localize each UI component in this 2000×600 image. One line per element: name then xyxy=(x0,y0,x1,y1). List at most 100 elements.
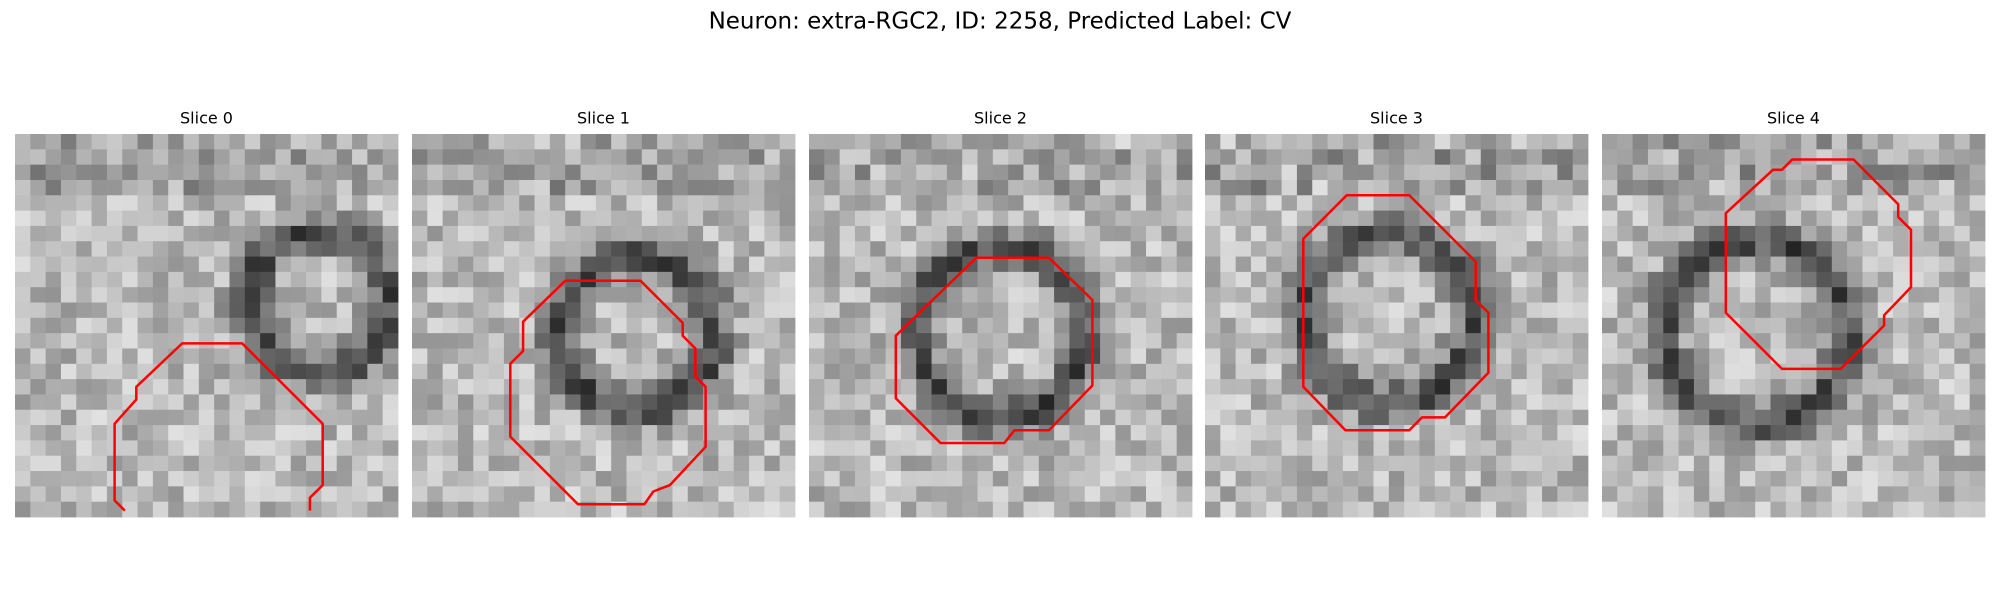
pixel xyxy=(565,287,581,303)
pixel xyxy=(1632,333,1649,349)
pixel xyxy=(824,486,841,503)
pixel xyxy=(1419,486,1436,503)
pixel xyxy=(412,179,428,196)
pixel xyxy=(885,287,902,303)
pixel xyxy=(1542,363,1558,380)
pixel xyxy=(992,241,1009,257)
pixel xyxy=(1862,486,1879,503)
pixel xyxy=(1176,425,1193,441)
pixel xyxy=(503,149,520,166)
slice-image xyxy=(809,134,1193,518)
pixel xyxy=(946,333,963,349)
pixel xyxy=(1511,256,1528,273)
pixel xyxy=(1084,164,1101,181)
pixel xyxy=(290,486,307,503)
pixel xyxy=(1755,241,1771,257)
pixel xyxy=(183,425,200,441)
pixel xyxy=(1038,471,1055,487)
pixel xyxy=(1084,501,1101,518)
pixel xyxy=(764,302,781,319)
pixel xyxy=(764,363,781,380)
pixel xyxy=(1038,149,1055,166)
pixel xyxy=(1969,379,1986,395)
pixel xyxy=(60,241,77,257)
pixel xyxy=(1632,210,1649,227)
pixel xyxy=(1084,225,1101,242)
pixel xyxy=(1450,501,1466,518)
pixel xyxy=(1100,164,1116,181)
pixel xyxy=(321,164,338,181)
pixel xyxy=(122,409,138,426)
pixel xyxy=(122,455,138,472)
pixel xyxy=(611,317,627,334)
pixel xyxy=(1847,455,1863,472)
pixel xyxy=(76,271,92,288)
pixel xyxy=(1496,195,1512,211)
pixel xyxy=(1877,348,1894,365)
pixel xyxy=(1342,149,1359,166)
pixel xyxy=(352,210,368,227)
pixel xyxy=(519,195,535,211)
pixel xyxy=(1434,363,1451,380)
pixel xyxy=(733,471,750,487)
pixel xyxy=(1877,302,1894,319)
pixel xyxy=(870,348,886,365)
pixel xyxy=(1146,409,1162,426)
pixel xyxy=(442,425,459,441)
pixel xyxy=(352,164,368,181)
pixel xyxy=(1250,455,1267,472)
pixel xyxy=(457,363,474,380)
pixel xyxy=(1893,134,1909,150)
pixel xyxy=(1663,363,1679,380)
pixel xyxy=(1617,363,1634,380)
pixel xyxy=(1542,348,1558,365)
pixel xyxy=(1115,149,1132,166)
pixel xyxy=(1220,195,1237,211)
pixel xyxy=(733,425,750,441)
pixel xyxy=(382,471,399,487)
pixel xyxy=(1617,225,1634,242)
pixel xyxy=(30,241,47,257)
pixel xyxy=(1358,287,1374,303)
pixel xyxy=(1465,287,1482,303)
pixel xyxy=(1496,394,1512,411)
pixel xyxy=(457,256,474,273)
pixel xyxy=(824,225,841,242)
pixel xyxy=(992,409,1009,426)
pixel xyxy=(1816,149,1833,166)
pixel xyxy=(1434,333,1451,349)
pixel xyxy=(534,210,551,227)
pixel xyxy=(1115,271,1132,288)
pixel xyxy=(946,195,963,211)
pixel xyxy=(1923,179,1940,196)
pixel xyxy=(824,471,841,487)
pixel xyxy=(198,256,215,273)
pixel xyxy=(306,271,322,288)
pixel xyxy=(519,271,535,288)
pixel xyxy=(1831,425,1848,441)
pixel xyxy=(1496,210,1512,227)
pixel xyxy=(839,501,856,518)
pixel xyxy=(672,195,689,211)
pixel xyxy=(1755,210,1771,227)
pixel xyxy=(1296,134,1313,150)
pixel xyxy=(931,440,948,457)
pixel xyxy=(352,195,368,211)
pixel xyxy=(1296,271,1313,288)
pixel xyxy=(275,179,292,196)
pixel xyxy=(1969,486,1986,503)
pixel xyxy=(412,302,428,319)
pixel xyxy=(442,179,459,196)
pixel xyxy=(595,501,612,518)
pixel xyxy=(1100,425,1116,441)
pixel xyxy=(1054,425,1070,441)
pixel xyxy=(457,195,474,211)
pixel xyxy=(854,164,871,181)
pixel xyxy=(1862,225,1879,242)
pixel xyxy=(60,256,77,273)
pixel xyxy=(1770,302,1787,319)
pixel xyxy=(580,134,597,150)
pixel xyxy=(1526,241,1543,257)
pixel xyxy=(549,134,566,150)
